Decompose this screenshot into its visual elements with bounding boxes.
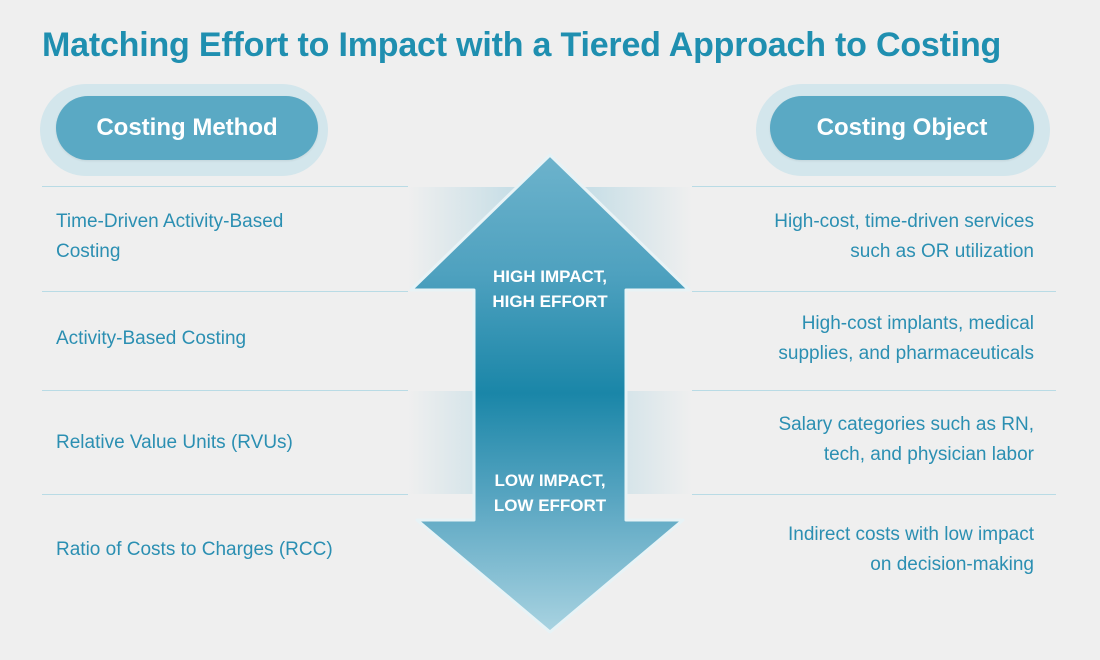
object-line: such as OR utilization bbox=[850, 241, 1034, 262]
method-line: Costing bbox=[56, 241, 121, 262]
separator-line bbox=[42, 291, 408, 292]
costing-method-row-2: Activity-Based Costing bbox=[56, 324, 396, 354]
costing-method-header: Costing Method bbox=[56, 96, 318, 160]
costing-object-row-2: High-cost implants, medical supplies, an… bbox=[700, 309, 1034, 369]
low-impact-line1: LOW IMPACT, bbox=[494, 471, 606, 490]
separator-line bbox=[692, 291, 1056, 292]
costing-object-header: Costing Object bbox=[770, 96, 1034, 160]
object-line: High-cost, time-driven services bbox=[774, 211, 1034, 232]
high-impact-line1: HIGH IMPACT, bbox=[493, 267, 607, 286]
page-title: Matching Effort to Impact with a Tiered … bbox=[42, 26, 1002, 64]
separator-line bbox=[42, 494, 408, 495]
separator-line bbox=[692, 494, 1056, 495]
high-impact-label: HIGH IMPACT, HIGH EFFORT bbox=[460, 264, 640, 314]
method-line: Ratio of Costs to Charges (RCC) bbox=[56, 539, 333, 560]
method-line: Time-Driven Activity-Based bbox=[56, 211, 284, 232]
low-impact-label: LOW IMPACT, LOW EFFORT bbox=[460, 468, 640, 518]
object-line: supplies, and pharmaceuticals bbox=[778, 343, 1034, 364]
costing-object-row-4: Indirect costs with low impact on decisi… bbox=[700, 520, 1034, 580]
separator-line bbox=[692, 390, 1056, 391]
costing-method-row-3: Relative Value Units (RVUs) bbox=[56, 428, 396, 458]
object-line: Salary categories such as RN, bbox=[778, 414, 1034, 435]
object-line: Indirect costs with low impact bbox=[787, 524, 1034, 545]
costing-method-row-4: Ratio of Costs to Charges (RCC) bbox=[56, 535, 396, 565]
separator-line bbox=[42, 186, 408, 187]
object-line: on decision-making bbox=[870, 554, 1034, 575]
separator-line bbox=[692, 186, 1056, 187]
high-impact-line2: HIGH EFFORT bbox=[492, 292, 608, 311]
object-line: tech, and physician labor bbox=[823, 444, 1034, 465]
costing-object-row-1: High-cost, time-driven services such as … bbox=[700, 207, 1034, 267]
costing-method-row-1: Time-Driven Activity-Based Costing bbox=[56, 207, 396, 267]
costing-object-row-3: Salary categories such as RN, tech, and … bbox=[700, 410, 1034, 470]
method-line: Relative Value Units (RVUs) bbox=[56, 432, 293, 453]
separator-line bbox=[42, 390, 408, 391]
object-line: High-cost implants, medical bbox=[801, 313, 1034, 334]
low-impact-line2: LOW EFFORT bbox=[493, 496, 607, 515]
method-line: Activity-Based Costing bbox=[56, 328, 247, 349]
